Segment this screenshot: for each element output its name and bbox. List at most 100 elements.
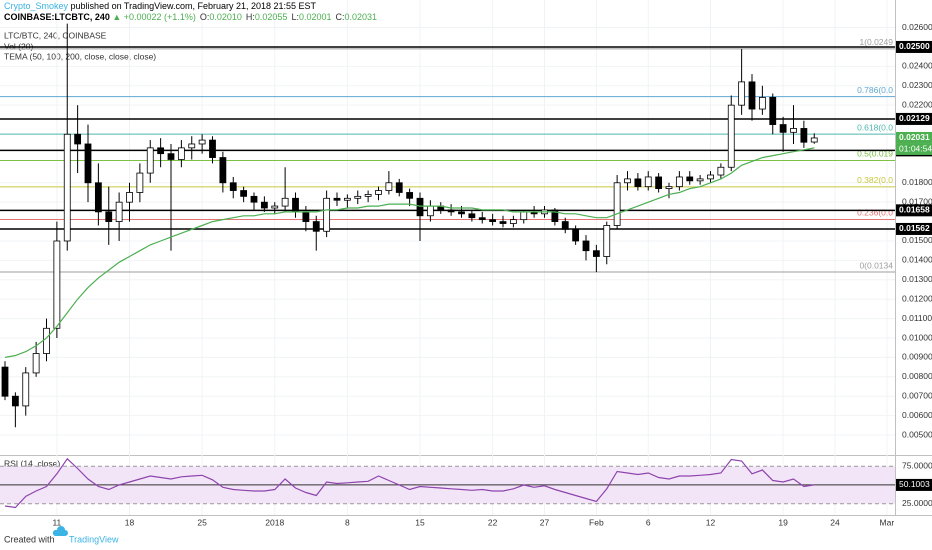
- y-tick-label: 0.02300: [902, 80, 932, 90]
- candle-body: [717, 166, 725, 176]
- candle-body: [458, 211, 465, 215]
- x-tick-label: 19: [778, 517, 788, 527]
- candle-body: [395, 182, 403, 193]
- candle-body: [790, 128, 797, 133]
- y-tick-label: 0.01800: [902, 177, 932, 187]
- fib-label: 0.786(0.0: [857, 85, 893, 95]
- candle-body: [406, 192, 414, 199]
- y-tick-label: 0.01200: [902, 293, 932, 303]
- candle-body: [63, 133, 71, 242]
- candle-body: [634, 178, 642, 188]
- y-tick-label: 0.00800: [902, 371, 932, 381]
- candle-body: [281, 197, 289, 207]
- change: ▲ +0.00022 (+1.1%): [112, 12, 196, 22]
- rsi-tick-label: 25.0000: [902, 498, 932, 508]
- candle-body: [592, 250, 600, 257]
- x-tick-label: Feb: [589, 517, 604, 527]
- candle-body: [769, 97, 777, 125]
- candle-body: [354, 195, 362, 199]
- candle-body: [53, 240, 61, 329]
- y-tick-label: 0.00700: [902, 390, 932, 400]
- price-badge-label: 0.01562: [899, 223, 930, 233]
- candle-body: [478, 217, 486, 221]
- candle-body: [157, 147, 165, 155]
- candle-body: [447, 209, 455, 213]
- candle-body: [758, 97, 766, 110]
- ohlc-key: H:: [245, 12, 255, 22]
- candle-body: [696, 178, 704, 182]
- footer-brand: TradingView: [69, 534, 119, 544]
- candle-body: [219, 157, 227, 184]
- candle-body: [1, 366, 9, 397]
- fib-label: 0.236(0.0: [857, 208, 893, 218]
- candle-body: [271, 205, 279, 209]
- fib-label: 0(0.0134: [859, 260, 893, 270]
- price-badge: [896, 112, 932, 125]
- fib-label: 0.5(0.019: [857, 149, 893, 159]
- x-tick-label: 8: [345, 517, 350, 527]
- candle-body: [188, 143, 196, 149]
- candle-body: [105, 211, 113, 222]
- price-badge-label: 0.02500: [899, 41, 930, 51]
- rsi-label: RSI (14, close): [4, 458, 60, 468]
- candle-body: [115, 201, 123, 222]
- candle-body: [572, 228, 580, 242]
- last-price-badge: [896, 131, 932, 144]
- ohlc-value: 0.02001: [298, 12, 332, 22]
- candle-body: [416, 197, 424, 217]
- y-tick-label: 0.01700: [902, 196, 932, 206]
- candle-body: [675, 176, 683, 188]
- candle-body: [603, 225, 611, 257]
- candle-body: [302, 211, 310, 222]
- candle-body: [520, 211, 528, 221]
- candle-body: [84, 143, 92, 184]
- candle-body: [800, 128, 808, 143]
- y-tick-label: 0.02400: [902, 61, 932, 71]
- candle-body: [748, 81, 756, 110]
- y-tick-label: 0.01500: [902, 235, 932, 245]
- candle-body: [323, 197, 331, 232]
- tema-label: TEMA (50, 100, 200, close, close, close): [4, 51, 156, 61]
- ohlc-key: O:: [199, 12, 210, 22]
- symbol: COINBASE:LTCBTC, 240: [4, 12, 110, 22]
- candle-body: [11, 395, 19, 407]
- x-tick-label: Mar: [880, 517, 895, 527]
- y-tick-label: 0.00900: [902, 352, 932, 362]
- candle-body: [229, 182, 237, 191]
- brand-icon: [52, 526, 68, 536]
- fib-label: 0.382(0.0: [857, 175, 893, 185]
- y-tick-label: 0.01000: [902, 332, 932, 342]
- candle-body: [364, 194, 372, 197]
- candle-body: [209, 139, 216, 158]
- y-tick-label: 0.01100: [902, 313, 932, 323]
- last-price-label: 0.02031: [899, 132, 930, 142]
- countdown-label: 01:04:54: [899, 144, 932, 154]
- candle-body: [489, 219, 497, 222]
- ohlc-value: 0.02055: [254, 12, 288, 22]
- candle-body: [43, 327, 50, 354]
- x-tick-label: 18: [125, 517, 135, 527]
- x-tick-label: 25: [197, 517, 207, 527]
- symbol-line: COINBASE:LTCBTC, 240 ▲ +0.00022 (+1.1%) O…: [4, 12, 377, 22]
- candle-body: [250, 195, 258, 203]
- candle-body: [74, 133, 82, 145]
- x-tick-label: 22: [488, 517, 498, 527]
- candle-body: [94, 182, 102, 213]
- candle-body: [385, 182, 393, 191]
- candle-body: [146, 147, 154, 174]
- countdown-badge: [896, 143, 932, 155]
- y-tick-label: 0.00600: [902, 410, 932, 420]
- candle-body: [686, 176, 694, 182]
- candle-body: [655, 176, 663, 189]
- candle-body: [426, 205, 434, 217]
- price-badge: [896, 222, 932, 235]
- candle-body: [499, 221, 507, 224]
- fib-label: 1(0.0249: [859, 37, 893, 47]
- rsi-tick-label: 75.0000: [902, 461, 932, 471]
- candle-body: [727, 104, 735, 168]
- y-tick-label: 0.00500: [902, 429, 932, 439]
- price-badge: [896, 40, 932, 53]
- y-tick-label: 0.02200: [902, 99, 932, 109]
